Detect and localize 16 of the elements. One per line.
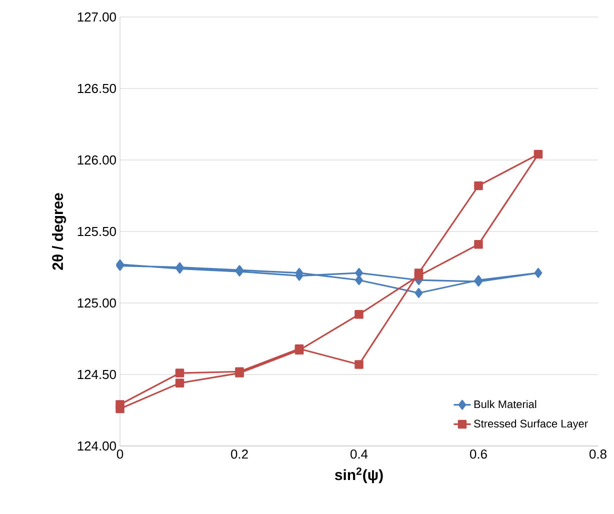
x-tick-label: 0.6 (470, 450, 487, 459)
x-axis-title: sin$^{2}$(ψ) (334, 468, 383, 484)
y-tick-label: 127.00 (78, 12, 116, 22)
y-tick-label: 125.00 (78, 298, 116, 308)
x-tick-label: 0 (116, 450, 124, 459)
legend-label: Stressed Surface Layer (474, 420, 588, 430)
y-tick-label: 124.50 (78, 370, 116, 380)
y-tick-label: 124.00 (78, 441, 116, 451)
x-tick-label: 0.8 (590, 450, 606, 459)
legend-label: Bulk Material (474, 400, 536, 408)
y-tick-label: 126.00 (78, 155, 116, 165)
x-tick-label: 0.4 (350, 450, 368, 459)
y-tick-label: 126.50 (78, 84, 116, 94)
y-tick-label: 125.50 (78, 226, 116, 236)
x-tick-label: 0.2 (231, 450, 248, 459)
y-axis-title: 2θ / degree (52, 193, 66, 270)
